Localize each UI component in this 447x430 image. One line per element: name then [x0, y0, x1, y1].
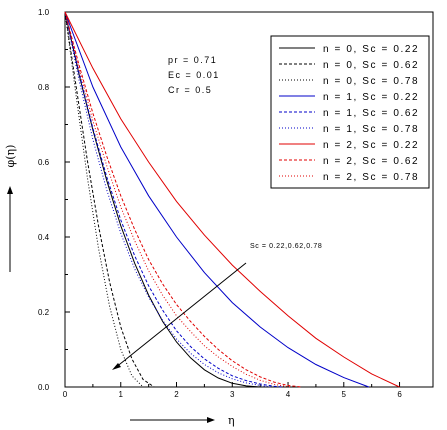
x-axis-arrowhead	[207, 417, 215, 423]
legend-label-3: n = 1, Sc = 0.22	[323, 92, 419, 103]
y-tick-label: 0.4	[38, 233, 50, 242]
y-axis-title: φ(η)	[4, 145, 17, 168]
legend-label-4: n = 1, Sc = 0.62	[323, 108, 419, 119]
series-line-8	[64, 11, 291, 388]
series-line-1	[64, 11, 155, 388]
y-tick-label: 0.6	[38, 158, 50, 167]
legend-label-5: n = 1, Sc = 0.78	[323, 124, 419, 135]
legend-label-0: n = 0, Sc = 0.22	[323, 44, 419, 55]
y-tick-label: 0.2	[38, 308, 50, 317]
series-line-4	[64, 11, 283, 388]
parameter-cr: Cr = 0.5	[168, 85, 212, 95]
y-axis-arrowhead	[7, 186, 13, 194]
legend-label-7: n = 2, Sc = 0.62	[323, 156, 419, 167]
x-tick-label: 1	[119, 390, 124, 399]
legend: n = 0, Sc = 0.22 n = 0, Sc = 0.62 n = 0, S…	[279, 44, 419, 183]
tick-labels: 0 1 2 3 4 5 6 0.0 0.2 0.4 0.6 0.8 1.0	[38, 8, 402, 399]
axis-ticks	[64, 11, 401, 388]
x-tick-label: 6	[397, 390, 402, 399]
legend-label-6: n = 2, Sc = 0.22	[323, 140, 419, 151]
x-tick-label: 5	[342, 390, 347, 399]
annotation-sc: Sc = 0.22,0.62,0.78	[250, 243, 322, 250]
series-line-7	[64, 11, 303, 388]
annotation-arrowhead	[112, 363, 121, 370]
series-line-0	[64, 11, 261, 388]
x-axis-title: η	[228, 414, 235, 427]
legend-box	[270, 35, 430, 189]
parameter-pr: pr = 0.71	[168, 55, 217, 65]
legend-label-2: n = 0, Sc = 0.78	[323, 76, 419, 87]
x-tick-label: 3	[230, 390, 235, 399]
series-line-6	[64, 11, 400, 388]
y-tick-label: 1.0	[38, 8, 50, 17]
annotation-arrow	[114, 262, 247, 369]
x-tick-label: 0	[63, 390, 68, 399]
y-tick-label: 0.8	[38, 83, 50, 92]
series-line-2	[64, 11, 144, 388]
legend-label-8: n = 2, Sc = 0.78	[323, 172, 419, 183]
series-line-3	[64, 11, 370, 388]
series-line-5	[64, 11, 272, 388]
y-tick-label: 0.0	[38, 383, 50, 392]
x-tick-label: 4	[286, 390, 291, 399]
legend-label-1: n = 0, Sc = 0.62	[323, 60, 419, 71]
x-tick-label: 2	[174, 390, 179, 399]
parameter-ec: Ec = 0.01	[168, 70, 220, 80]
